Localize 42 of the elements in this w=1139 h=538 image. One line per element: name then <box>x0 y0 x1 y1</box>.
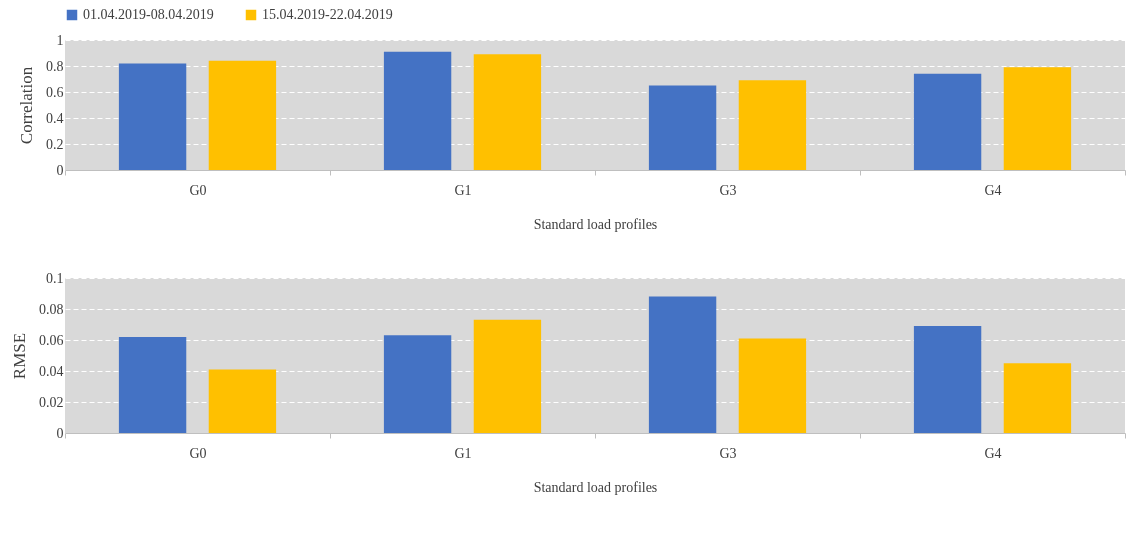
x-tick-label: G4 <box>984 182 1002 198</box>
y-tick-label: 0.1 <box>46 270 64 286</box>
y-tick-label: 0.02 <box>39 394 64 410</box>
bar <box>383 335 452 433</box>
bar <box>738 338 807 433</box>
bar <box>648 296 717 433</box>
y-tick-label: 0.2 <box>46 136 64 152</box>
y-tick-label: 0.04 <box>39 363 64 379</box>
bar <box>208 369 277 433</box>
y-tick-label: 0.8 <box>46 58 64 74</box>
bar <box>118 63 187 170</box>
y-tick-label: 0.4 <box>46 110 64 126</box>
x-tick-label: G1 <box>454 182 472 198</box>
x-axis-title: Standard load profiles <box>533 479 658 495</box>
bar <box>913 326 982 433</box>
bar <box>208 60 277 170</box>
bar <box>1003 67 1072 170</box>
bar <box>913 73 982 170</box>
bar <box>1003 363 1072 433</box>
bar <box>473 319 542 433</box>
x-tick-label: G0 <box>189 182 207 198</box>
y-axis-title: Correlation <box>17 66 36 145</box>
y-tick-label: 0 <box>56 425 64 441</box>
legend-label: 15.04.2019-22.04.2019 <box>262 7 393 22</box>
x-tick-label: G3 <box>719 445 737 461</box>
legend-label: 01.04.2019-08.04.2019 <box>83 7 214 22</box>
bar <box>738 80 807 170</box>
bar <box>648 85 717 170</box>
x-tick-label: G3 <box>719 182 737 198</box>
y-axis-title: RMSE <box>10 332 29 380</box>
x-axis-title: Standard load profiles <box>533 216 658 232</box>
x-tick-label: G0 <box>189 445 207 461</box>
y-tick-label: 0.08 <box>39 301 64 317</box>
y-tick-label: 0.6 <box>46 84 64 100</box>
y-tick-label: 0.06 <box>39 332 64 348</box>
x-tick-label: G1 <box>454 445 472 461</box>
bar <box>473 54 542 170</box>
y-tick-label: 1 <box>56 32 64 48</box>
bar <box>383 51 452 170</box>
bar <box>118 336 187 433</box>
x-tick-label: G4 <box>984 445 1002 461</box>
y-tick-label: 0 <box>56 162 64 178</box>
